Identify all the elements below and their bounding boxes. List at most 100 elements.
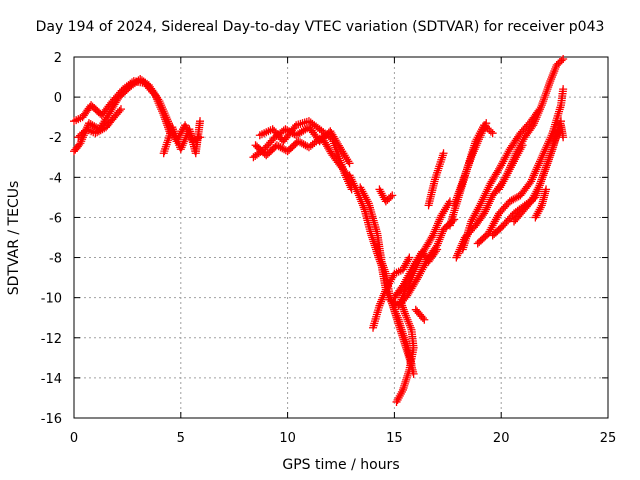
data-point [544, 83, 553, 92]
data-point [396, 389, 405, 398]
data-point [178, 141, 187, 150]
data-point [474, 135, 483, 144]
y-tick-labels: 2 0 -2 -4 -6 -8 -10 -12 -14 -16 [41, 51, 62, 427]
y-tick-label: 0 [54, 91, 62, 106]
data-point [473, 205, 482, 214]
data-point [385, 279, 394, 288]
data-point [187, 133, 196, 142]
data-point [482, 203, 491, 212]
data-point [469, 149, 478, 158]
data-point [467, 153, 476, 162]
data-point [539, 97, 548, 106]
data-point [517, 139, 526, 148]
data-point [378, 293, 387, 302]
data-point [481, 121, 490, 130]
data-point [511, 151, 520, 160]
data-point [163, 117, 172, 126]
data-point [407, 265, 416, 274]
data-point [86, 120, 95, 129]
data-point [533, 209, 542, 218]
data-point [538, 99, 547, 108]
data-point [360, 191, 369, 200]
data-point [393, 395, 402, 404]
data-point [341, 153, 350, 162]
data-point [382, 283, 391, 292]
data-point [480, 191, 489, 200]
data-point [400, 307, 409, 316]
data-point [393, 313, 402, 322]
data-point [550, 67, 559, 76]
data-point [547, 75, 556, 84]
data-point [486, 225, 495, 234]
data-point [495, 185, 504, 194]
data-point [157, 101, 166, 110]
data-point [513, 147, 522, 156]
data-point [181, 121, 190, 130]
data-point [84, 119, 93, 128]
data-point [487, 223, 496, 232]
data-point [491, 215, 500, 224]
data-point [179, 139, 188, 148]
data-point [547, 73, 556, 82]
data-point [539, 149, 548, 158]
data-point [538, 173, 547, 182]
data-point [409, 261, 418, 270]
data-point [531, 213, 540, 222]
data-point [541, 145, 550, 154]
y-tick-label: -8 [49, 252, 62, 267]
data-point [410, 259, 419, 268]
data-point [537, 175, 546, 184]
data-point [551, 135, 560, 144]
y-tick-label: -6 [49, 211, 62, 226]
data-point [183, 125, 192, 134]
data-point [488, 221, 497, 230]
data-point [497, 181, 506, 190]
data-point [363, 197, 372, 206]
data-point [441, 205, 450, 214]
data-point [362, 195, 371, 204]
data-point [496, 183, 505, 192]
data-point [278, 144, 287, 153]
data-point [465, 157, 474, 166]
data-point [501, 153, 510, 162]
data-point [418, 265, 427, 274]
data-point [281, 125, 290, 134]
data-point [542, 87, 551, 96]
data-point [534, 109, 543, 118]
data-point [534, 161, 543, 170]
data-point [536, 105, 545, 114]
data-point [478, 127, 487, 136]
data-point [500, 155, 509, 164]
data-point [528, 173, 537, 182]
data-point [544, 81, 553, 90]
data-point [552, 133, 561, 142]
data-point [475, 201, 484, 210]
data-point [376, 187, 385, 196]
data-point [477, 197, 486, 206]
data-point [507, 161, 516, 170]
data-point [115, 106, 124, 115]
data-point [457, 181, 466, 190]
x-tick-label: 10 [279, 431, 296, 446]
series-5 [163, 117, 205, 146]
data-point [176, 129, 185, 138]
data-point [459, 175, 468, 184]
data-point [416, 269, 425, 278]
data-point [539, 171, 548, 180]
data-point [184, 127, 193, 136]
data-point [299, 140, 308, 149]
data-point [537, 101, 546, 110]
data-point [518, 137, 527, 146]
data-point [433, 219, 442, 228]
data-point [77, 137, 86, 146]
y-tick-label: -14 [41, 372, 62, 387]
data-point [402, 259, 411, 268]
data-point [418, 314, 427, 323]
data-point [542, 163, 551, 172]
data-point [453, 193, 462, 202]
y-tick-label: -4 [49, 171, 62, 186]
data-point [512, 193, 521, 202]
data-point [539, 95, 548, 104]
data-point [542, 161, 551, 170]
data-point [452, 195, 461, 204]
